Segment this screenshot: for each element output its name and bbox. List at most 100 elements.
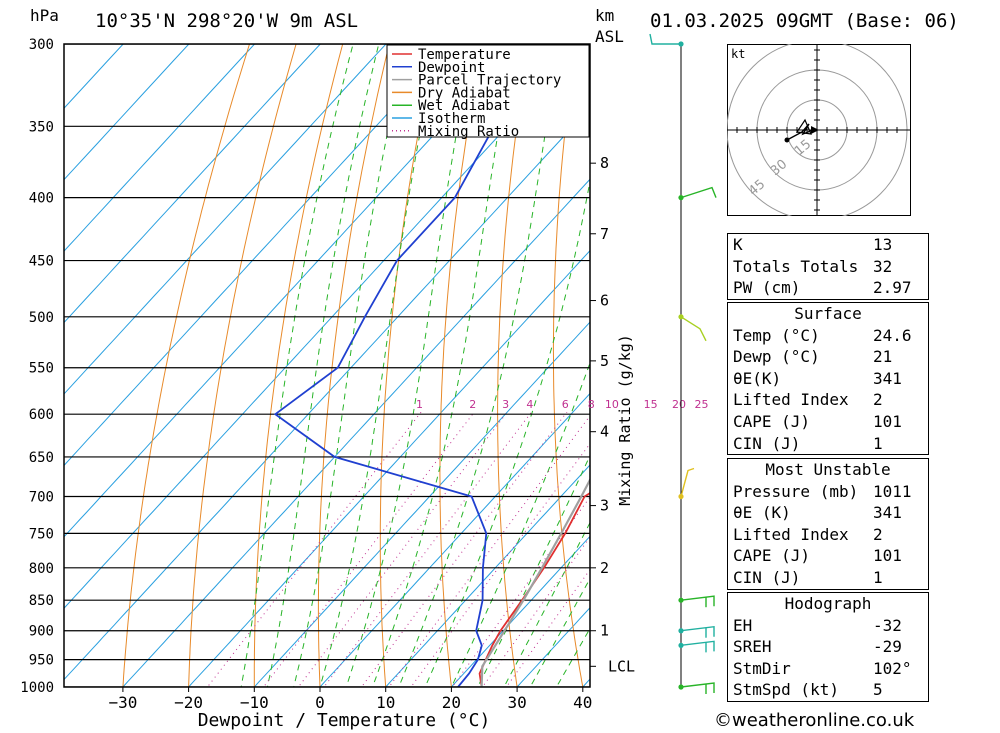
index-value: 32	[873, 256, 893, 276]
isotherm-line	[64, 44, 321, 324]
mixing-ratio-line	[206, 412, 422, 687]
km-unit-label: km	[595, 6, 615, 25]
hodograph-trace	[786, 123, 814, 141]
legend-box	[386, 44, 590, 138]
legend-entry: Parcel Trajectory	[418, 73, 561, 89]
index-value: 13	[873, 235, 893, 254]
wet-adiabat-line	[477, 454, 590, 687]
most-unstable-value: 1	[873, 567, 883, 587]
isotherm-line	[385, 464, 590, 687]
dry-adiabat-line	[660, 0, 721, 713]
surface-row: CAPE (J) 101	[728, 411, 928, 433]
mixing-ratio-line	[481, 536, 590, 687]
most-unstable-value: 341	[873, 503, 902, 523]
km-tick-label: 2	[600, 559, 609, 577]
hodograph-row: StmSpd (kt) 5	[728, 679, 928, 701]
mixing-ratio-line	[505, 568, 590, 687]
pressure-tick-label: 550	[29, 361, 54, 377]
wind-barb	[680, 595, 715, 608]
most-unstable-row: Lifted Index 2	[728, 524, 928, 546]
surface-key: θE(K)	[733, 368, 782, 388]
wind-barb-staff	[680, 640, 715, 652]
surface-value: 24.6	[873, 325, 912, 345]
wind-barb	[680, 682, 715, 694]
wind-barb-staff	[680, 595, 715, 607]
isotherm-line	[64, 44, 190, 181]
wet-adiabat-line	[240, 44, 354, 687]
temperature-tick-label: 10	[376, 693, 395, 712]
hodograph-key: EH	[733, 615, 753, 635]
hodograph-key: StmSpd (kt)	[733, 680, 839, 700]
temperature-tick-label: −30	[108, 693, 137, 712]
pressure-tick-label: 650	[29, 450, 54, 466]
surface-row: CIN (J) 1	[728, 433, 928, 455]
index-key: PW (cm)	[733, 278, 801, 298]
surface-key: CAPE (J)	[733, 411, 811, 431]
pressure-tick-label: 1000	[20, 680, 54, 696]
surface-value: 101	[873, 411, 902, 431]
temperature-tick-label: 20	[442, 693, 461, 712]
legend-entry: Temperature	[418, 47, 511, 63]
mixing-ratio-label: 8	[588, 398, 595, 411]
mixing-ratio-label: 20	[672, 398, 686, 411]
wind-barb-staff	[680, 467, 695, 497]
wet-adiabat-line	[503, 521, 590, 687]
mixing-ratio-label: 15	[644, 398, 658, 411]
hodograph-unit: kt	[731, 47, 745, 61]
mixing-ratio-line	[410, 442, 590, 687]
legend-entry: Dry Adiabat	[418, 85, 511, 101]
most-unstable-value: 101	[873, 546, 902, 566]
index-row: PW (cm) 2.97	[728, 277, 928, 299]
most-unstable-key: θE (K)	[733, 503, 791, 523]
surface-value: 21	[873, 347, 893, 367]
pressure-tick-label: 950	[29, 653, 54, 669]
wind-barb	[680, 186, 717, 199]
surface-key: CIN (J)	[733, 433, 801, 453]
most-unstable-key: CIN (J)	[733, 567, 801, 587]
surface-title: Surface	[794, 304, 862, 323]
hodograph-key: StmDir	[733, 658, 791, 678]
dry-adiabat-line	[188, 44, 297, 687]
most-unstable-key: Pressure (mb)	[733, 481, 859, 501]
mixing-ratio-axis-title: Mixing Ratio (g/kg)	[616, 334, 634, 506]
surface-row: θE(K) 341	[728, 368, 928, 390]
isotherm-line	[64, 44, 387, 395]
mixing-ratio-label: 4	[526, 398, 533, 411]
hodograph-key: SREH	[733, 637, 772, 657]
km-tick-label: 7	[600, 225, 609, 243]
pressure-tick-label: 300	[29, 37, 54, 53]
hpa-unit-label: hPa	[30, 6, 59, 25]
index-value: 2.97	[873, 278, 912, 298]
wet-adiabat-line	[529, 577, 590, 687]
surface-key: Lifted Index	[733, 390, 849, 410]
credit-link[interactable]: ©weatheronline.co.uk	[714, 710, 915, 731]
most-unstable-row: CIN (J) 1	[728, 567, 928, 589]
wind-barb-staff	[680, 625, 715, 637]
dry-adiabat-line	[989, 0, 1000, 713]
dry-adiabat-line	[945, 0, 1000, 713]
pressure-tick-label: 350	[29, 119, 54, 135]
pressure-tick-label: 750	[29, 526, 54, 542]
most-unstable-row: Pressure (mb) 1011	[728, 481, 928, 503]
mixing-ratio-line	[323, 412, 533, 687]
wind-barb	[680, 467, 695, 497]
most-unstable-key: Lifted Index	[733, 524, 849, 544]
location-title: 10°35'N 298°20'W 9m ASL	[95, 10, 359, 32]
mixing-ratio-line	[388, 414, 590, 687]
storm-motion-marker	[811, 126, 819, 134]
hodograph-row: StmDir 102°	[728, 658, 928, 680]
most-unstable-table: Most Unstable Pressure (mb) 1011 θE (K) 341…	[727, 458, 929, 590]
mixing-ratio-line	[262, 412, 476, 687]
index-key: K	[733, 235, 743, 254]
pressure-tick-label: 900	[29, 624, 54, 640]
wind-barb-staff	[649, 33, 681, 45]
wind-barb	[680, 640, 715, 653]
dry-adiabat-line	[122, 44, 251, 687]
x-axis-title: Dewpoint / Temperature (°C)	[198, 710, 491, 731]
surface-row: Dewp (°C) 21	[728, 346, 928, 368]
surface-table: Surface Temp (°C) 24.6 Dewp (°C) 21 θE(K) 341…	[727, 302, 929, 456]
dewpoint-line	[273, 44, 584, 687]
wind-barb	[649, 33, 681, 45]
